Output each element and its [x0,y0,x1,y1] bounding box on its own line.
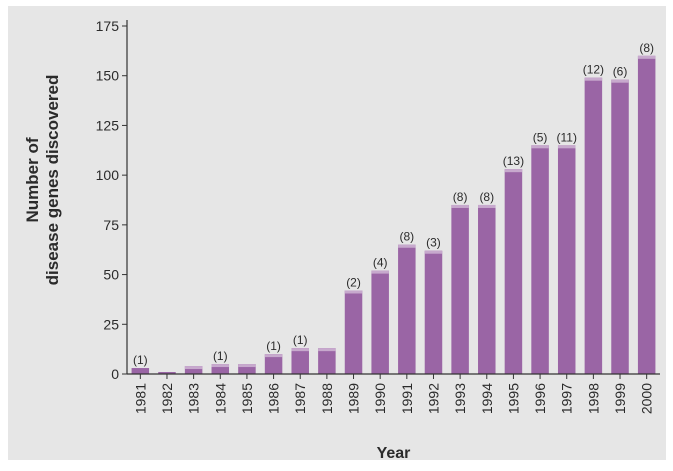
bar-annotation: (1) [133,353,148,367]
bar [557,145,576,374]
bar-annotation: (3) [426,236,441,250]
bar [238,364,256,374]
bar [611,79,629,374]
bar [184,366,203,374]
bar-cap [584,77,603,81]
bar-cap [211,364,230,368]
bar-cap [398,244,416,248]
bar-cap [371,270,389,274]
y-tick-label: 0 [111,366,119,382]
bar [211,364,230,374]
bar-annotation: (11) [556,130,576,144]
x-tick-label: 1990 [372,383,388,414]
bar [637,55,656,374]
bar [531,145,549,374]
bar-cap [264,354,283,358]
bars: (1) (1) (1) (1) (2) (4) (8) (3) (8) (8) (13) (5) (11… [131,41,656,375]
x-tick-label: 1987 [292,383,308,414]
bar [131,368,150,374]
bar-cap [478,204,496,208]
x-tick-label: 1995 [505,383,521,414]
x-tick-label: 1984 [212,383,228,414]
y-axis-label-line-2: disease genes discovered [43,75,62,286]
x-tick-label: 1993 [452,383,468,414]
bar-cap [637,55,656,59]
bar [478,204,496,374]
y-axis-label-line-1: Number of [23,137,42,222]
x-axis-label: Year [377,445,411,462]
x-tick-label: 1982 [159,383,175,414]
x-tick-label: 1981 [132,383,148,414]
x-tick-label: 1996 [532,383,548,414]
bar-annotation: (4) [373,256,388,270]
bar-cap [424,250,443,254]
bar-cap [318,348,336,352]
bar [371,270,389,374]
y-tick-label: 175 [96,18,120,34]
bar [264,354,283,374]
x-tick-label: 2000 [639,383,655,414]
y-axis-label: Number of disease genes discovered [23,75,62,286]
bar [318,348,336,374]
bar [291,348,309,374]
bar [451,204,469,374]
x-tick-label: 1989 [346,383,362,414]
x-tick-label: 1983 [186,383,202,414]
bar [584,77,603,375]
bar-annotation: (1) [293,333,308,347]
bar [504,169,523,374]
x-tick-label: 1985 [239,383,255,414]
bar-annotation: (8) [639,41,654,55]
bar-annotation: (6) [613,65,628,79]
bar [398,244,416,374]
x-axis-ticks: 1981 1982 1983 1984 1985 1986 1987 1988 1989 1990… [132,374,655,414]
bar [344,290,363,374]
x-tick-label: 1991 [399,383,415,414]
bar-annotation: (1) [266,339,281,353]
bar-cap [557,145,576,149]
bar-cap [504,169,523,173]
bar-cap [611,79,629,83]
bar-annotation: (13) [503,154,524,168]
y-tick-label: 150 [96,68,120,84]
bar-cap [238,364,256,368]
y-tick-label: 100 [96,167,120,183]
x-tick-label: 1994 [479,383,495,414]
bar-annotation: (2) [346,275,361,289]
x-tick-label: 1998 [585,383,601,414]
bar-cap [184,366,203,370]
bar-cap [451,204,469,208]
x-tick-label: 1986 [266,383,282,414]
bar-annotation: (8) [399,230,414,244]
x-tick-label: 1992 [425,383,441,414]
y-tick-label: 50 [103,267,119,283]
x-tick-label: 1999 [612,383,628,414]
y-axis-ticks: 0 25 50 75 100 125 150 175 [96,18,127,382]
bar-annotation: (8) [453,190,468,204]
y-tick-label: 75 [103,217,119,233]
bar-annotation: (1) [213,349,228,363]
chart-background [8,6,666,460]
y-tick-label: 25 [103,316,119,332]
bar [424,250,443,374]
bar-cap [531,145,549,149]
x-tick-label: 1997 [559,383,575,414]
bar-cap [344,290,363,294]
y-tick-label: 125 [96,117,120,133]
bar [158,372,176,374]
bar-annotation: (12) [583,63,604,77]
x-tick-label: 1988 [319,383,335,414]
bar-cap [291,348,309,352]
bar-annotation: (8) [479,190,494,204]
bar-annotation: (5) [533,130,548,144]
